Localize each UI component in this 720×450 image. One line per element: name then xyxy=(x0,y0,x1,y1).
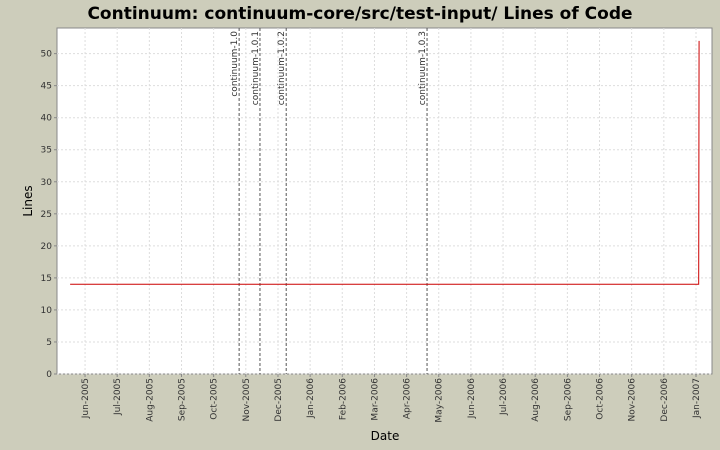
x-tick-label: Sep-2006 xyxy=(563,378,573,421)
x-tick-label: Jul-2005 xyxy=(113,378,123,416)
y-tick-label: 0 xyxy=(46,370,52,380)
x-tick-label: Aug-2006 xyxy=(531,378,541,422)
y-tick-label: 25 xyxy=(41,210,52,220)
plot-area xyxy=(56,27,713,375)
release-label: continuum-1.0.1 xyxy=(251,31,261,105)
x-tick-label: Jan-2007 xyxy=(692,378,702,419)
x-tick-label: Feb-2006 xyxy=(338,378,348,420)
x-tick-label: May-2006 xyxy=(435,378,445,423)
x-tick-label: Oct-2005 xyxy=(210,378,220,420)
data-line xyxy=(70,40,700,285)
y-tick-label: 5 xyxy=(46,338,52,348)
x-tick-label: Oct-2006 xyxy=(596,378,606,420)
x-tick-label: Mar-2006 xyxy=(370,378,380,421)
x-tick-label: Nov-2006 xyxy=(628,378,638,422)
y-axis-label: Lines xyxy=(21,185,35,216)
x-tick-label: Dec-2006 xyxy=(660,378,670,422)
y-tick-label: 40 xyxy=(41,114,53,124)
x-tick-label: Jul-2006 xyxy=(499,378,509,416)
chart-title: Continuum: continuum-core/src/test-input… xyxy=(87,4,632,24)
release-label: continuum-1.0.3 xyxy=(418,31,428,105)
x-tick-label: Jan-2006 xyxy=(306,378,316,419)
x-tick-label: Sep-2005 xyxy=(178,378,188,421)
x-tick-label: Dec-2005 xyxy=(274,378,284,422)
y-tick-label: 20 xyxy=(41,242,53,252)
x-axis-label: Date xyxy=(371,429,400,443)
x-tick-label: Jun-2006 xyxy=(467,378,477,419)
y-tick-label: 50 xyxy=(41,50,53,60)
y-tick-label: 10 xyxy=(41,306,53,316)
x-tick-label: Aug-2005 xyxy=(145,378,155,422)
y-tick-label: 30 xyxy=(41,178,53,188)
release-label: continuum-1.0.2 xyxy=(277,31,287,105)
release-label: continuum-1.0 xyxy=(230,31,240,97)
x-tick-label: Apr-2006 xyxy=(403,378,413,419)
y-tick-label: 15 xyxy=(41,274,52,284)
x-tick-label: Nov-2005 xyxy=(242,378,252,421)
y-tick-label: 45 xyxy=(41,82,52,92)
y-tick-label: 35 xyxy=(41,146,52,156)
x-tick-label: Jun-2005 xyxy=(81,378,91,419)
